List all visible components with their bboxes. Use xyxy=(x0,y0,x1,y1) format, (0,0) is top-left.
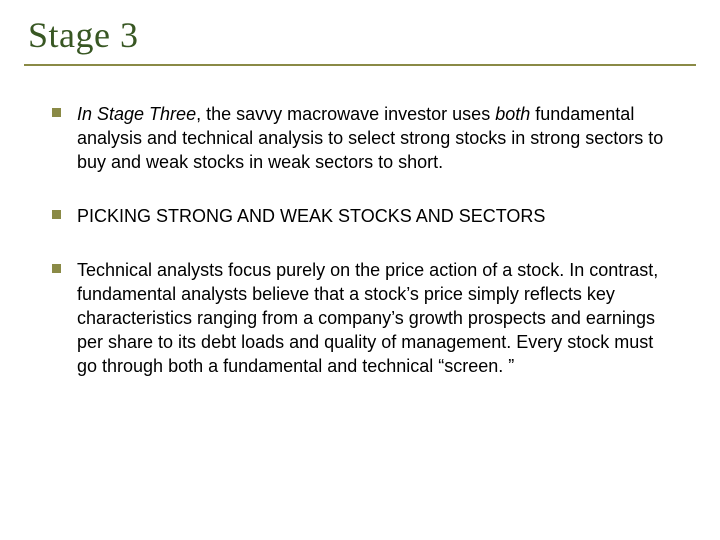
text-segment: , the savvy macrowave investor uses xyxy=(196,104,495,124)
bullet-text: Technical analysts focus purely on the p… xyxy=(77,258,668,378)
title-block: Stage 3 xyxy=(24,14,696,66)
content-area: In Stage Three, the savvy macrowave inve… xyxy=(24,66,696,378)
text-segment: both xyxy=(495,104,530,124)
square-bullet-icon xyxy=(52,264,61,273)
bullet-item: Technical analysts focus purely on the p… xyxy=(52,258,668,378)
text-segment: PICKING STRONG AND WEAK STOCKS AND SECTO… xyxy=(77,206,545,226)
bullet-text: In Stage Three, the savvy macrowave inve… xyxy=(77,102,668,174)
slide: Stage 3 In Stage Three, the savvy macrow… xyxy=(0,0,720,540)
square-bullet-icon xyxy=(52,210,61,219)
bullet-text: PICKING STRONG AND WEAK STOCKS AND SECTO… xyxy=(77,204,668,228)
text-segment: In Stage Three xyxy=(77,104,196,124)
bullet-item: In Stage Three, the savvy macrowave inve… xyxy=(52,102,668,174)
bullet-item: PICKING STRONG AND WEAK STOCKS AND SECTO… xyxy=(52,204,668,228)
square-bullet-icon xyxy=(52,108,61,117)
text-segment: Technical analysts focus purely on the p… xyxy=(77,260,658,376)
slide-title: Stage 3 xyxy=(24,14,696,64)
